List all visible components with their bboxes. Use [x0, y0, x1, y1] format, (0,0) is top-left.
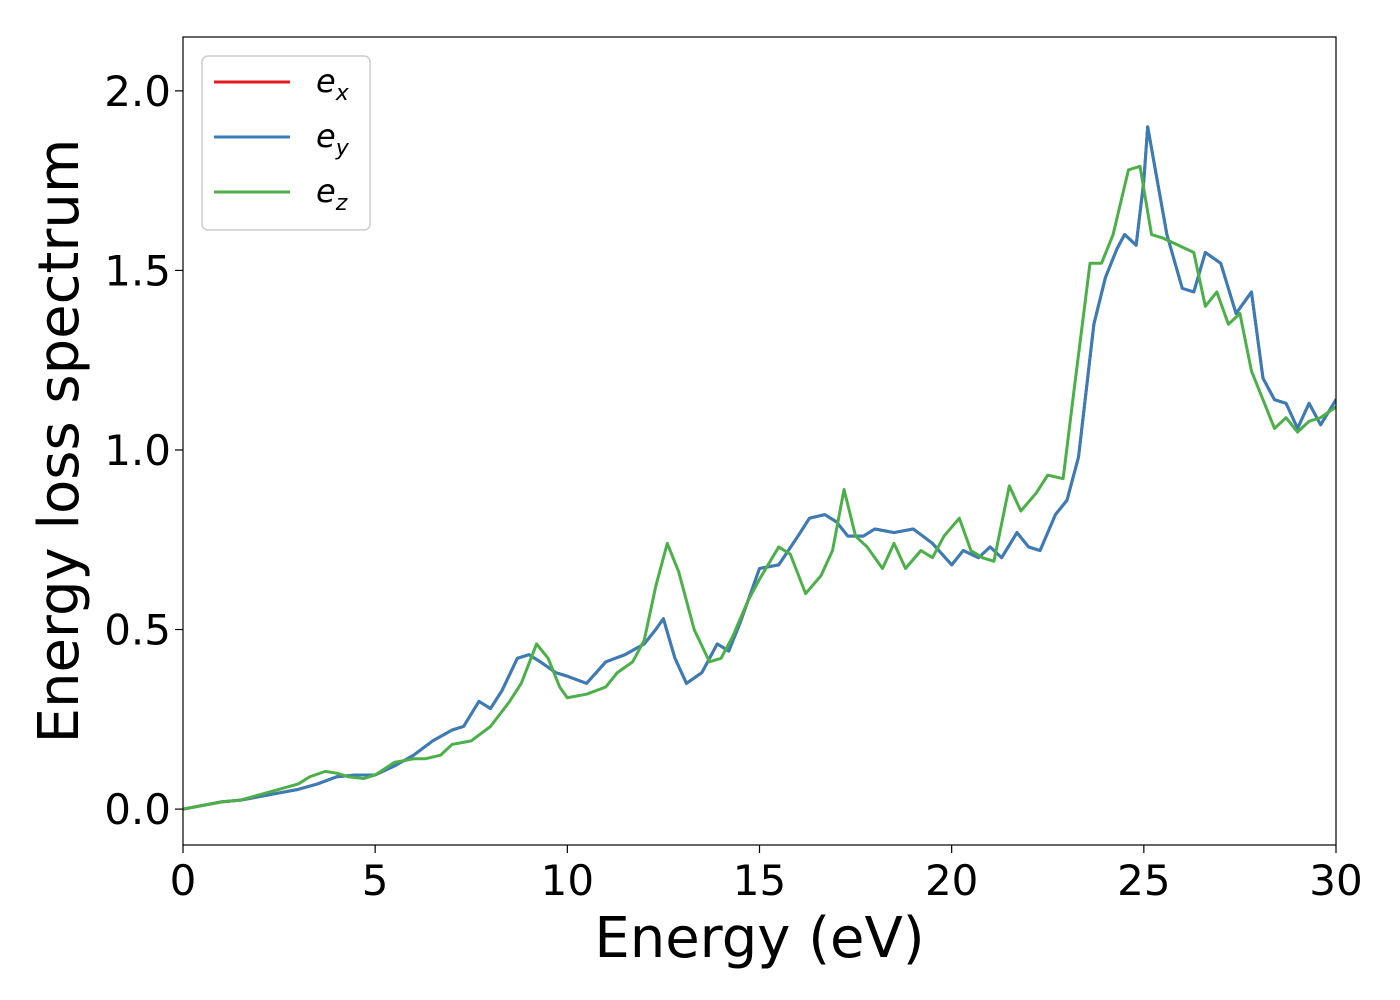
y-tick-label: 1.5 [104, 246, 171, 295]
x-tick-label: 20 [925, 856, 978, 905]
x-tick-label: 25 [1117, 856, 1170, 905]
y-axis: 0.0 0.5 1.0 1.5 2.0 [104, 67, 183, 834]
legend-label-y: ey [316, 117, 350, 161]
x-tick-label: 0 [170, 856, 197, 905]
series-line-y [183, 125, 1336, 811]
legend-label-x: ex [316, 62, 350, 106]
y-tick-label: 0.5 [104, 606, 171, 655]
legend-label-subscript: z [335, 191, 348, 216]
legend-label-z: ez [316, 172, 348, 216]
legend-label-base: e [316, 117, 336, 155]
legend-box [201, 55, 371, 231]
legend-label-base: e [316, 62, 336, 100]
y-axis-title: Energy loss spectrum [27, 139, 92, 744]
x-tick-label: 30 [1309, 856, 1362, 905]
y-tick-label: 1.0 [104, 426, 171, 475]
y-tick-label: 2.0 [104, 67, 171, 116]
x-tick-label: 5 [362, 856, 389, 905]
series-line-z [183, 164, 1336, 811]
series-layer [183, 125, 1336, 811]
x-tick-label: 10 [541, 856, 594, 905]
legend-label-subscript: x [335, 81, 350, 106]
y-tick-label: 0.0 [104, 785, 171, 834]
legend-label-base: e [316, 172, 336, 210]
x-tick-label: 15 [733, 856, 786, 905]
legend-label-subscript: y [335, 136, 350, 161]
x-axis: 0 5 10 15 20 25 30 [170, 845, 1363, 905]
x-axis-title: Energy (eV) [594, 906, 924, 971]
